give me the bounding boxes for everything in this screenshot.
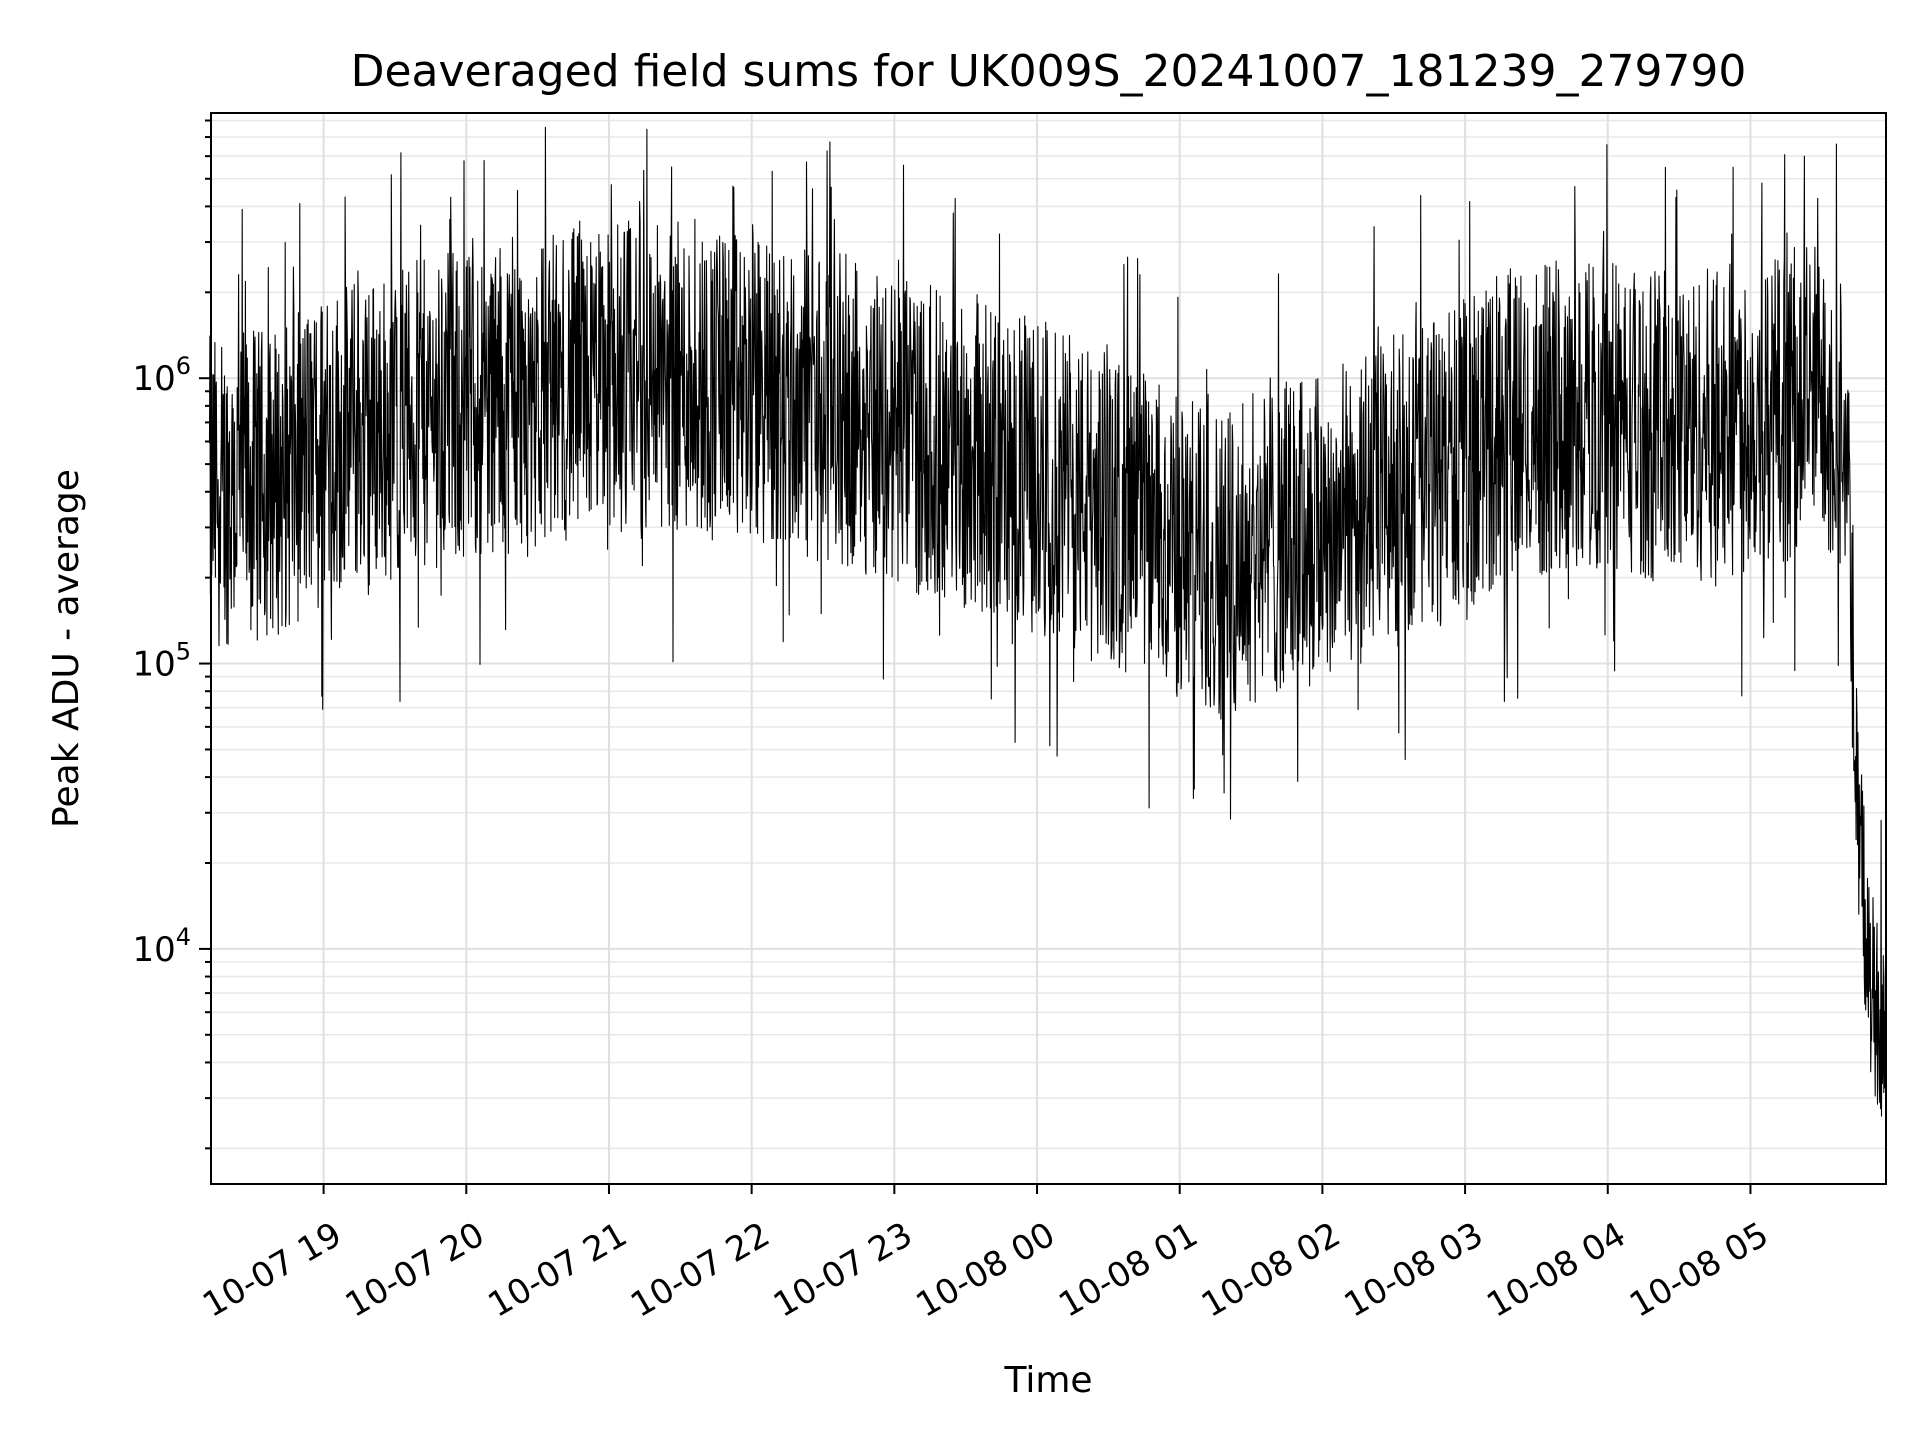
x-tick-label: 10-08 01 [1052,1215,1204,1326]
plot-frame [210,112,1887,1185]
x-tick-label: 10-08 00 [910,1215,1062,1326]
x-tick-label: 10-08 04 [1480,1215,1632,1326]
y-tick-label: 106 [132,352,191,399]
x-tick-label: 10-07 22 [624,1215,776,1326]
x-tick-label: 10-08 02 [1195,1215,1347,1326]
y-tick-label: 105 [132,638,191,685]
x-tick-label: 10-07 19 [196,1215,348,1326]
x-tick-label: 10-08 03 [1338,1215,1490,1326]
y-axis-label: Peak ADU - average [46,469,87,828]
series-line [208,126,1887,1117]
y-tick-label: 104 [132,923,191,970]
x-axis-label: Time [1003,1360,1092,1401]
y-axis-ticks: 104 105 106 [132,119,211,1150]
x-tick-label: 10-07 23 [767,1215,919,1326]
x-tick-label: 10-07 21 [481,1215,633,1326]
x-tick-label: 10-07 20 [339,1215,491,1326]
x-tick-label: 10-08 05 [1623,1215,1775,1326]
chart-title: Deaveraged field sums for UK009S_2024100… [351,46,1747,97]
